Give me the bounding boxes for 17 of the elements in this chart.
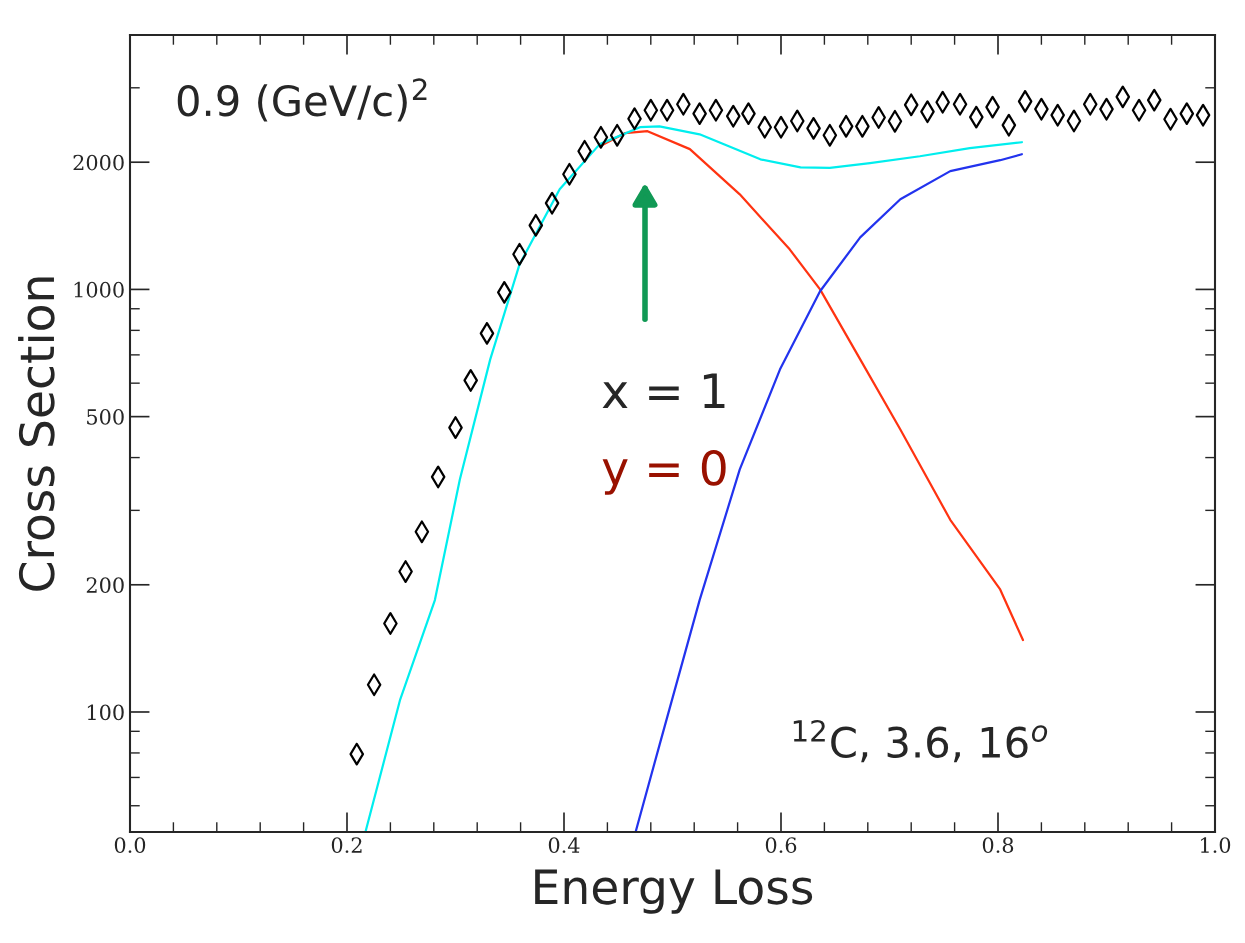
y-tick-label: 500 <box>87 409 124 425</box>
x-tick-label: 0.2 <box>331 837 362 853</box>
x-tick-label: 0.8 <box>982 837 1014 853</box>
y-tick-label: 2000 <box>73 154 124 171</box>
y-tick-label: 100 <box>87 704 124 721</box>
x-tick-label: 0.4 <box>548 837 580 853</box>
annotation: $^{12}$C, 3.6, 16$^{o}$ <box>793 719 1048 763</box>
annotation: x = 1 <box>602 373 725 409</box>
y-tick-label: 200 <box>86 577 124 593</box>
y-axis-title: Cross Section <box>18 277 55 591</box>
x-axis-title: Energy Loss <box>535 869 813 914</box>
annotation: y = 0 <box>602 449 726 495</box>
x-tick-label: 0.6 <box>765 837 797 853</box>
x-tick-label: 0.0 <box>114 837 146 853</box>
annotation: 0.9 (GeV/c)$^{2}$ <box>177 78 427 122</box>
x-tick-label: 1.0 <box>1200 837 1231 853</box>
y-tick-label: 1000 <box>74 281 124 298</box>
